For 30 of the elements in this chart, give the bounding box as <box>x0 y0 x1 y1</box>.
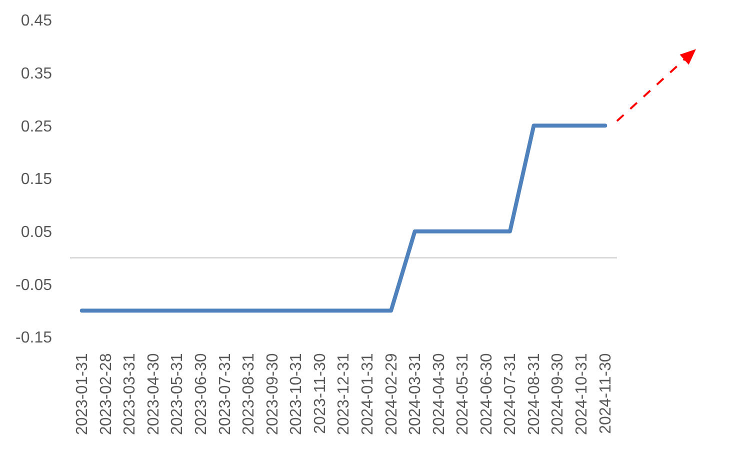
x-tick-label: 2024-02-29 <box>383 353 400 436</box>
x-tick-label: 2023-04-30 <box>145 353 162 436</box>
x-tick-label: 2024-11-30 <box>597 353 614 434</box>
x-tick-label: 2024-09-30 <box>550 353 567 436</box>
x-tick-label: 2024-06-30 <box>478 353 496 436</box>
x-tick-label: 2023-10-31 <box>288 353 306 436</box>
y-tick-label: 0.05 <box>20 224 52 241</box>
x-tick-label: 2023-07-31 <box>216 353 234 436</box>
y-tick-label: 0.15 <box>20 171 52 188</box>
x-tick-label: 2024-08-31 <box>526 353 543 436</box>
x-tick-label: 2023-06-30 <box>193 353 210 436</box>
y-tick-label: -0.15 <box>16 330 52 347</box>
x-tick-label: 2023-01-31 <box>74 353 92 436</box>
x-tick-label: 2024-03-31 <box>407 353 424 436</box>
y-tick-label: -0.05 <box>16 276 52 294</box>
y-tick-label: 0.45 <box>20 12 52 30</box>
x-tick-label: 2023-05-31 <box>169 353 186 436</box>
y-tick-label: 0.25 <box>20 118 52 136</box>
x-tick-label: 2023-12-31 <box>336 353 353 436</box>
x-tick-label: 2023-02-28 <box>98 353 115 436</box>
x-tick-label: 2024-01-31 <box>359 353 376 436</box>
x-tick-label: 2023-11-30 <box>312 353 329 434</box>
x-tick-label: 2024-04-30 <box>430 353 448 436</box>
y-tick-label: 0.35 <box>20 65 52 82</box>
x-tick-label: 2023-08-31 <box>240 353 258 436</box>
x-tick-label: 2023-09-30 <box>264 353 282 436</box>
x-tick-label: 2024-07-31 <box>502 353 520 436</box>
x-tick-label: 2023-03-31 <box>122 353 139 436</box>
x-tick-label: 2024-05-31 <box>454 353 472 436</box>
x-tick-label: 2024-10-31 <box>574 353 591 436</box>
